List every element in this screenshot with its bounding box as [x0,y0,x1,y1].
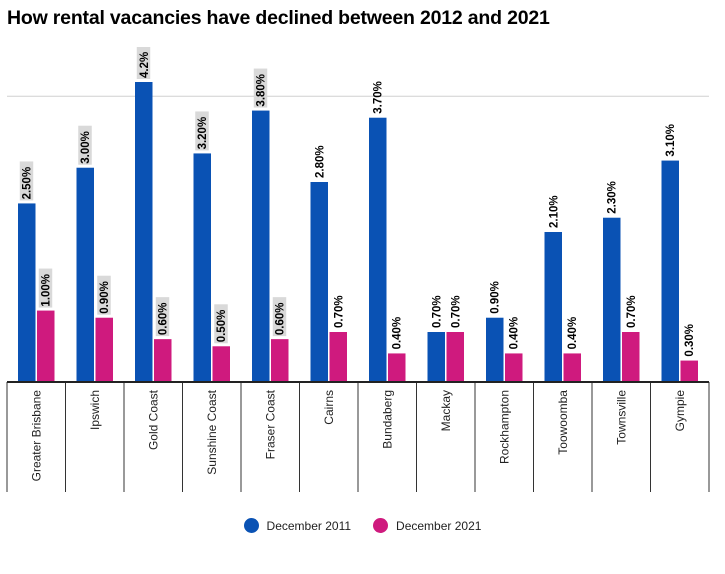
data-label-bg [19,161,34,201]
data-label: 3.00% [80,131,92,164]
bar-2 [505,353,523,382]
data-label: 3.70% [373,81,385,114]
data-label: 0.40% [567,317,579,350]
bar-1 [486,317,504,382]
chart-legend: December 2011 December 2021 [0,518,725,533]
data-label: 2.30% [607,181,619,214]
data-label: 0.70% [626,295,638,328]
bar-2 [95,317,113,382]
bar-1 [18,203,36,382]
data-label: 0.70% [450,295,462,328]
bar-2 [154,339,172,382]
bar-2 [212,346,230,382]
bar-2 [563,353,581,382]
data-label: 0.50% [216,310,228,343]
data-label-bg [195,111,209,151]
data-label: 3.20% [197,117,209,150]
bar-2 [329,332,347,382]
category-label: Cairns [322,390,336,425]
data-label: 0.70% [431,295,443,328]
data-label: 4.2% [139,52,151,78]
category-label: Toowoomba [556,390,570,455]
data-label: 0.40% [392,317,404,350]
category-label: Gympie [673,390,687,432]
bar-1 [661,160,679,382]
bar-2 [37,310,55,382]
category-label: Sunshine Coast [205,389,219,474]
bar-2 [388,353,406,382]
bar-1 [427,332,445,382]
legend-label-series-2: December 2021 [396,518,482,533]
bar-chart: 2.50% 1.00% Greater Brisbane 3.00% 0.90% Ipsw… [6,47,710,492]
category-label: Fraser Coast [263,389,277,459]
bar-1 [369,117,387,382]
bar-2 [446,332,464,382]
data-label-bg [214,304,228,344]
category-label: Rockhampton [497,390,511,464]
bar-1 [135,82,153,382]
data-label: 0.60% [275,303,287,336]
data-label: 3.10% [665,124,677,157]
bar-1 [252,110,270,383]
data-label-bg [155,297,170,337]
data-label: 0.90% [490,281,502,314]
data-label: 0.90% [99,281,111,314]
category-label: Mackay [439,390,453,431]
data-label: 3.80% [256,74,268,107]
category-label: Bundaberg [380,390,394,449]
data-label: 2.10% [548,195,560,228]
bar-1 [76,167,94,382]
category-label: Townsville [614,390,628,445]
bar-2 [622,332,640,382]
data-label-bg [78,125,92,165]
data-label-bg [136,47,151,79]
data-label-bg [272,297,287,337]
legend-item-series-2[interactable]: December 2021 [373,518,481,533]
bar-1 [544,232,562,382]
legend-label-series-1: December 2011 [266,518,352,533]
data-label-bg [97,275,111,315]
data-label: 1.00% [41,274,53,307]
legend-swatch-series-2 [373,518,389,533]
data-label: 2.80% [314,145,326,178]
data-label: 0.60% [158,303,170,336]
data-label-bg [38,268,53,308]
data-label: 0.70% [333,295,345,328]
legend-item-series-1[interactable]: December 2011 [243,518,352,533]
chart-title: How rental vacancies have declined betwe… [7,7,550,29]
data-label: 0.30% [684,324,696,357]
legend-swatch-series-1 [243,518,259,533]
data-label-bg [253,68,268,108]
category-label: Greater Brisbane [29,390,43,482]
data-label: 0.40% [509,317,521,350]
category-label: Gold Coast [146,389,160,450]
data-label: 2.50% [22,167,34,200]
bar-1 [603,217,621,382]
category-label: Ipswich [88,390,102,430]
bar-1 [193,153,211,382]
bar-2 [271,339,289,382]
bar-2 [680,360,698,382]
bar-1 [310,182,328,382]
